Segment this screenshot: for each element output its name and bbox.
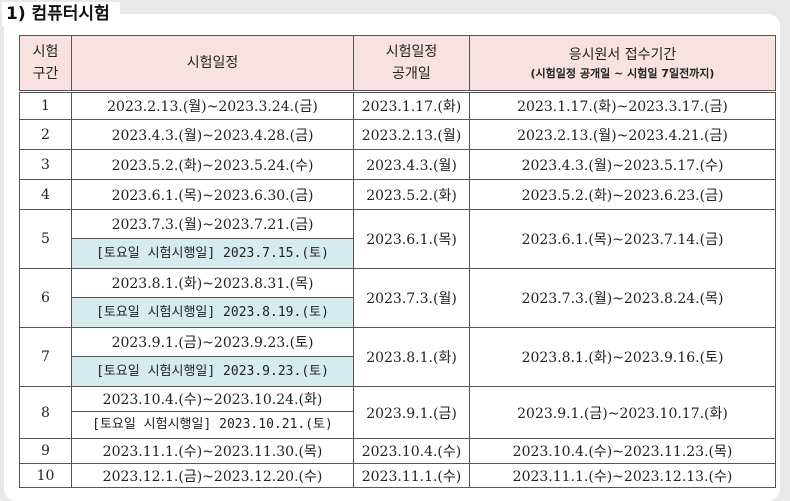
announce-date: 2023.7.3.(월) [353,268,470,328]
table-row: 10 2023.12.1.(금)~2023.12.20.(수) 2023.11.… [19,463,776,488]
table-row: 9 2023.11.1.(수)~2023.11.30.(목) 2023.10.4… [19,438,776,464]
announce-date: 2023.11.1.(수) [353,463,470,488]
table-row: 3 2023.5.2.(화)~2023.5.24.(수) 2023.4.3.(월… [19,149,776,180]
header-period-line2: 구간 [32,66,59,82]
header-announce-line1: 시험일정 [385,44,438,60]
row-number: 1 [19,90,72,120]
apply-period: 2023.6.1.(목)~2023.7.14.(금) [469,209,776,269]
announce-date: 2023.4.3.(월) [353,149,470,180]
apply-period: 2023.1.17.(화)~2023.3.17.(금) [469,90,776,120]
row-number: 2 [19,119,72,150]
exam-dates: 2023.6.1.(목)~2023.6.30.(금) [71,179,354,210]
exam-dates: 2023.10.4.(수)~2023.10.24.(화) [71,386,354,412]
table-row: 2 2023.4.3.(월)~2023.4.28.(금) 2023.2.13.(… [19,119,776,150]
header-apply-line1: 응시원서 접수기간 [568,47,677,63]
table-row: 1 2023.2.13.(월)~2023.3.24.(금) 2023.1.17.… [19,90,776,120]
announce-date: 2023.10.4.(수) [353,438,470,464]
apply-period: 2023.8.1.(화)~2023.9.16.(토) [469,327,776,387]
announce-date: 2023.2.13.(월) [353,119,470,150]
row-number: 5 [19,209,72,269]
header-announce: 시험일정 공개일 [353,35,470,92]
exam-dates: 2023.8.1.(화)~2023.8.31.(목) [71,268,354,298]
header-announce-line2: 공개일 [392,66,431,82]
table-subrow: [토요일 시험시행일] 2023.7.15.(토) [20,238,776,269]
exam-dates: 2023.9.1.(금)~2023.9.23.(토) [71,327,354,357]
header-period: 시험 구간 [19,35,72,92]
row-number: 9 [19,438,72,464]
announce-date: 2023.6.1.(목) [353,209,470,269]
section-heading: 1) 컴퓨터시험 [2,2,120,26]
header-dates: 시험일정 [71,35,354,92]
apply-period: 2023.9.1.(금)~2023.10.17.(화) [469,386,776,439]
table-row: 8 2023.10.4.(수)~2023.10.24.(화) 2023.9.1.… [19,386,776,439]
exam-dates: 2023.7.3.(월)~2023.7.21.(금) [71,209,354,239]
exam-dates: 2023.12.1.(금)~2023.12.20.(수) [71,463,354,488]
apply-period: 2023.10.4.(수)~2023.11.23.(목) [469,438,776,464]
row-number: 8 [19,386,72,439]
table-row: 5 2023.7.3.(월)~2023.7.21.(금) 2023.6.1.(목… [19,209,776,269]
apply-period: 2023.4.3.(월)~2023.5.17.(수) [469,149,776,180]
header-apply-line2: (시험일정 공개일 ~ 시험일 7일전까지) [530,67,715,80]
exam-schedule-table: 시험 구간 시험일정 시험일정 공개일 응시원서 접수기간 (시험일정 공개일 … [19,35,776,488]
schedule-body: 1 2023.2.13.(월)~2023.3.24.(금) 2023.1.17.… [19,90,776,488]
exam-dates: 2023.4.3.(월)~2023.4.28.(금) [71,119,354,150]
apply-period: 2023.11.1.(수)~2023.12.13.(수) [469,463,776,488]
apply-period: 2023.2.13.(월)~2023.4.21.(금) [469,119,776,150]
saturday-exam-note: [토요일 시험시행일] 2023.7.15.(토) [72,239,353,268]
apply-period: 2023.5.2.(화)~2023.6.23.(금) [469,179,776,210]
table-row: 4 2023.6.1.(목)~2023.6.30.(금) 2023.5.2.(화… [19,179,776,210]
exam-dates: 2023.11.1.(수)~2023.11.30.(목) [71,438,354,464]
exam-dates: 2023.2.13.(월)~2023.3.24.(금) [71,90,354,120]
table-subrow: [토요일 시험시행일] 2023.10.21.(토) [20,411,776,439]
header-apply: 응시원서 접수기간 (시험일정 공개일 ~ 시험일 7일전까지) [469,35,776,92]
table-row: 7 2023.9.1.(금)~2023.9.23.(토) 2023.8.1.(화… [19,327,776,387]
row-number: 4 [19,179,72,210]
announce-date: 2023.5.2.(화) [353,179,470,210]
saturday-exam-note: [토요일 시험시행일] 2023.10.21.(토) [72,412,353,438]
saturday-exam-note: [토요일 시험시행일] 2023.9.23.(토) [72,357,353,386]
header-period-line1: 시험 [32,44,59,60]
announce-date: 2023.9.1.(금) [353,386,470,439]
apply-period: 2023.7.3.(월)~2023.8.24.(목) [469,268,776,328]
row-number: 3 [19,149,72,180]
saturday-exam-note: [토요일 시험시행일] 2023.8.19.(토) [72,298,353,327]
table-row: 6 2023.8.1.(화)~2023.8.31.(목) 2023.7.3.(월… [19,268,776,328]
row-number: 10 [19,463,72,488]
row-number: 6 [19,268,72,328]
exam-dates: 2023.5.2.(화)~2023.5.24.(수) [71,149,354,180]
announce-date: 2023.8.1.(화) [353,327,470,387]
announce-date: 2023.1.17.(화) [353,90,470,120]
row-number: 7 [19,327,72,387]
